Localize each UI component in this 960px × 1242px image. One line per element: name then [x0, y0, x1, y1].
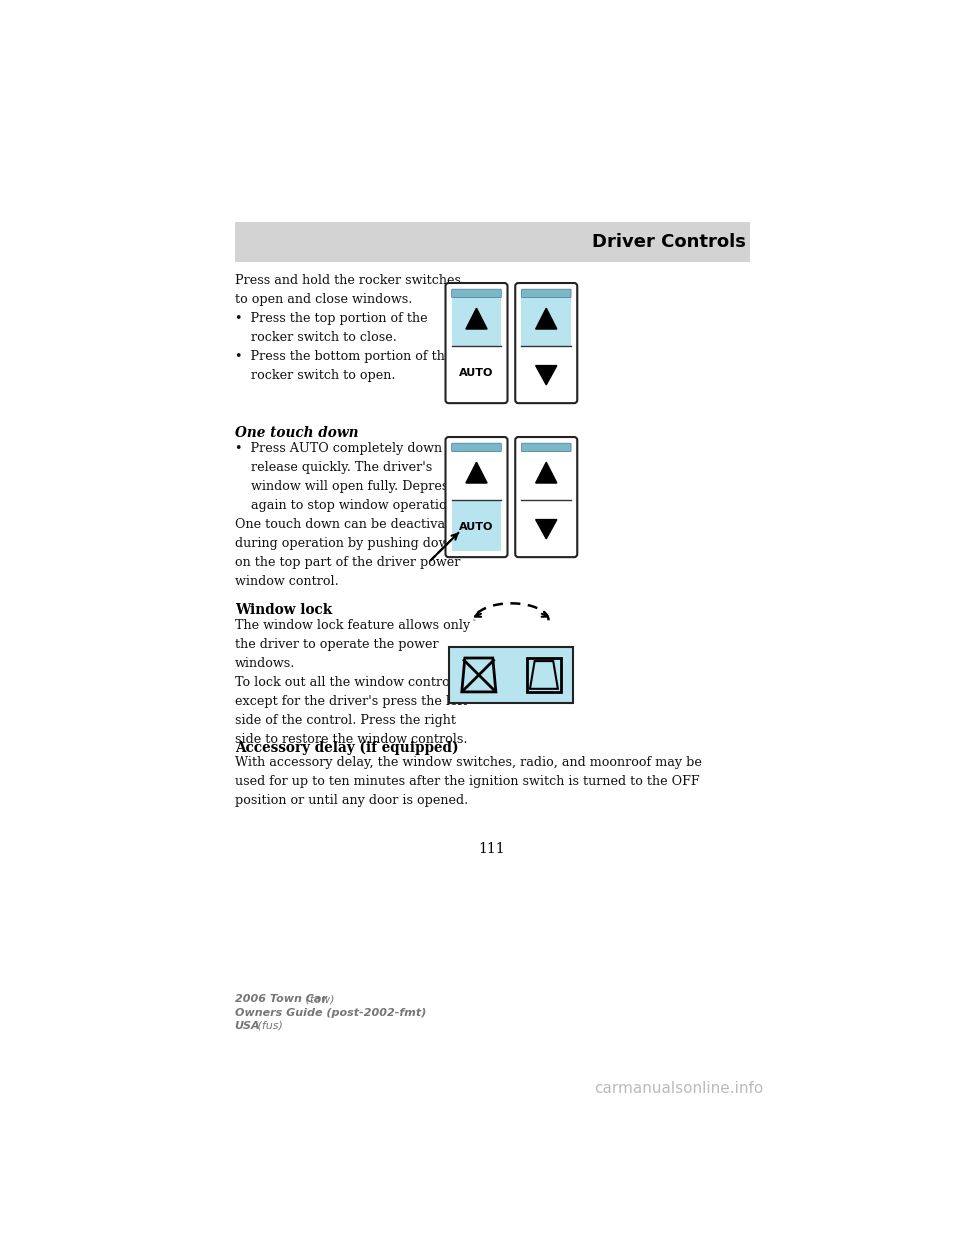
Text: Window lock: Window lock: [234, 604, 332, 617]
Polygon shape: [466, 308, 487, 329]
Text: USA: USA: [234, 1021, 260, 1031]
Text: Driver Controls: Driver Controls: [592, 233, 746, 251]
Bar: [234, 222, 750, 262]
Polygon shape: [466, 462, 487, 483]
Bar: [452, 501, 501, 551]
Text: One touch down: One touch down: [234, 426, 358, 440]
Text: 111: 111: [479, 842, 505, 856]
Text: Owners Guide (post-2002-fmt): Owners Guide (post-2002-fmt): [234, 1007, 426, 1017]
Polygon shape: [536, 462, 557, 483]
FancyBboxPatch shape: [516, 283, 577, 404]
FancyBboxPatch shape: [452, 289, 501, 298]
FancyBboxPatch shape: [452, 443, 501, 452]
Text: Accessory delay (if equipped): Accessory delay (if equipped): [234, 740, 458, 755]
FancyBboxPatch shape: [445, 283, 508, 404]
Text: Press and hold the rocker switches
to open and close windows.
•  Press the top p: Press and hold the rocker switches to op…: [234, 273, 461, 381]
Text: The window lock feature allows only
the driver to operate the power
windows.
To : The window lock feature allows only the …: [234, 619, 470, 745]
Bar: [452, 297, 501, 347]
Polygon shape: [536, 308, 557, 329]
Text: AUTO: AUTO: [459, 523, 493, 533]
FancyBboxPatch shape: [445, 437, 508, 558]
Text: •  Press AUTO completely down and
    release quickly. The driver's
    window w: • Press AUTO completely down and release…: [234, 442, 469, 587]
Text: 2006 Town Car: 2006 Town Car: [234, 995, 326, 1005]
Text: AUTO: AUTO: [459, 369, 493, 379]
Polygon shape: [536, 519, 557, 539]
Text: (tow): (tow): [302, 995, 335, 1005]
FancyBboxPatch shape: [521, 443, 571, 452]
Text: (fus): (fus): [254, 1021, 283, 1031]
Bar: [449, 647, 573, 703]
Bar: [521, 297, 571, 347]
Text: carmanualsonline.info: carmanualsonline.info: [594, 1081, 763, 1097]
FancyBboxPatch shape: [521, 289, 571, 298]
Polygon shape: [536, 365, 557, 385]
FancyBboxPatch shape: [516, 437, 577, 558]
Text: With accessory delay, the window switches, radio, and moonroof may be
used for u: With accessory delay, the window switche…: [234, 756, 702, 807]
